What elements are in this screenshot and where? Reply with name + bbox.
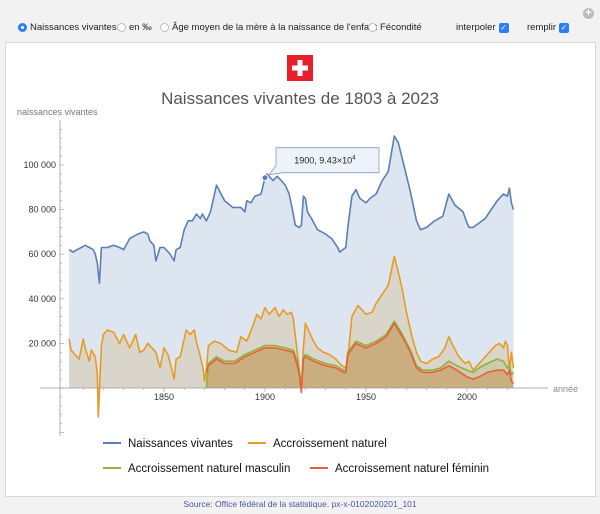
x-tick-label: 2000 [457, 392, 477, 402]
y-axis-label: naissances vivantes [17, 107, 98, 117]
area-accroissement-naturel-f-minin [206, 323, 514, 393]
x-axis-label: année [553, 384, 578, 394]
radio-label: Fécondité [380, 22, 422, 33]
tooltip-point [261, 174, 269, 182]
radio-en-pour-mille[interactable]: en ‰ [117, 22, 152, 33]
radio-icon [160, 23, 169, 32]
checkbox-interpoler[interactable]: interpoler ✓ [456, 22, 509, 33]
line-accroissement-naturel-f-minin[interactable] [205, 322, 515, 394]
line-naissances-vivantes[interactable] [68, 135, 515, 285]
y-tick-label: 80 000 [28, 205, 56, 215]
radio-naissances-vivantes[interactable]: Naissances vivantes [18, 22, 117, 33]
legend-label: Naissances vivantes [128, 438, 233, 450]
y-tick-label: 60 000 [28, 249, 56, 259]
tooltip-text: 1900, 9.43×104 [294, 155, 356, 166]
y-tick-label: 20 000 [28, 338, 56, 348]
checkmark-icon: ✓ [498, 22, 509, 33]
area-accroissement-naturel [69, 256, 514, 417]
x-tick-label: 1900 [255, 392, 275, 402]
swiss-flag-icon [287, 55, 313, 81]
legend-item: Accroissement naturel féminin [310, 463, 489, 475]
chart-title: Naissances vivantes de 1803 à 2023 [161, 89, 439, 108]
checkbox-label: interpoler [456, 22, 496, 33]
y-tick-label: 40 000 [28, 294, 56, 304]
line-accroissement-naturel-masculin[interactable] [205, 320, 515, 389]
radio-icon [117, 23, 126, 32]
radio-icon [368, 23, 377, 32]
checkbox-label: remplir [527, 22, 557, 33]
x-tick-label: 1950 [356, 392, 376, 402]
source-caption: Source: Office fédéral de la statistique… [183, 499, 417, 509]
legend-label: Accroissement naturel [273, 438, 387, 450]
x-tick-label: 1850 [154, 392, 174, 402]
legend-label: Accroissement naturel féminin [335, 463, 489, 475]
radio-label: Naissances vivantes [30, 22, 117, 33]
tooltip: 1900, 9.43×104 [261, 147, 380, 182]
y-tick-label: 100 000 [23, 160, 56, 170]
radio-label: Âge moyen de la mère à la naissance de l… [172, 22, 378, 33]
legend-item: Accroissement naturel masculin [103, 463, 290, 475]
legend-item: Naissances vivantes [103, 438, 233, 450]
checkmark-icon: ✓ [559, 22, 570, 33]
radio-label: en ‰ [129, 22, 152, 33]
legend-label: Accroissement naturel masculin [128, 463, 290, 475]
legend-item: Accroissement naturel [248, 438, 387, 450]
add-icon[interactable]: + [583, 8, 594, 19]
line-accroissement-naturel[interactable] [68, 255, 515, 418]
radio-fecondite[interactable]: Fécondité [368, 22, 422, 33]
radio-age-moyen-mere[interactable]: Âge moyen de la mère à la naissance de l… [160, 22, 377, 33]
checkbox-remplir[interactable]: remplir ✓ [527, 22, 570, 33]
radio-selected-icon [18, 23, 27, 32]
chart-panel [5, 42, 596, 497]
